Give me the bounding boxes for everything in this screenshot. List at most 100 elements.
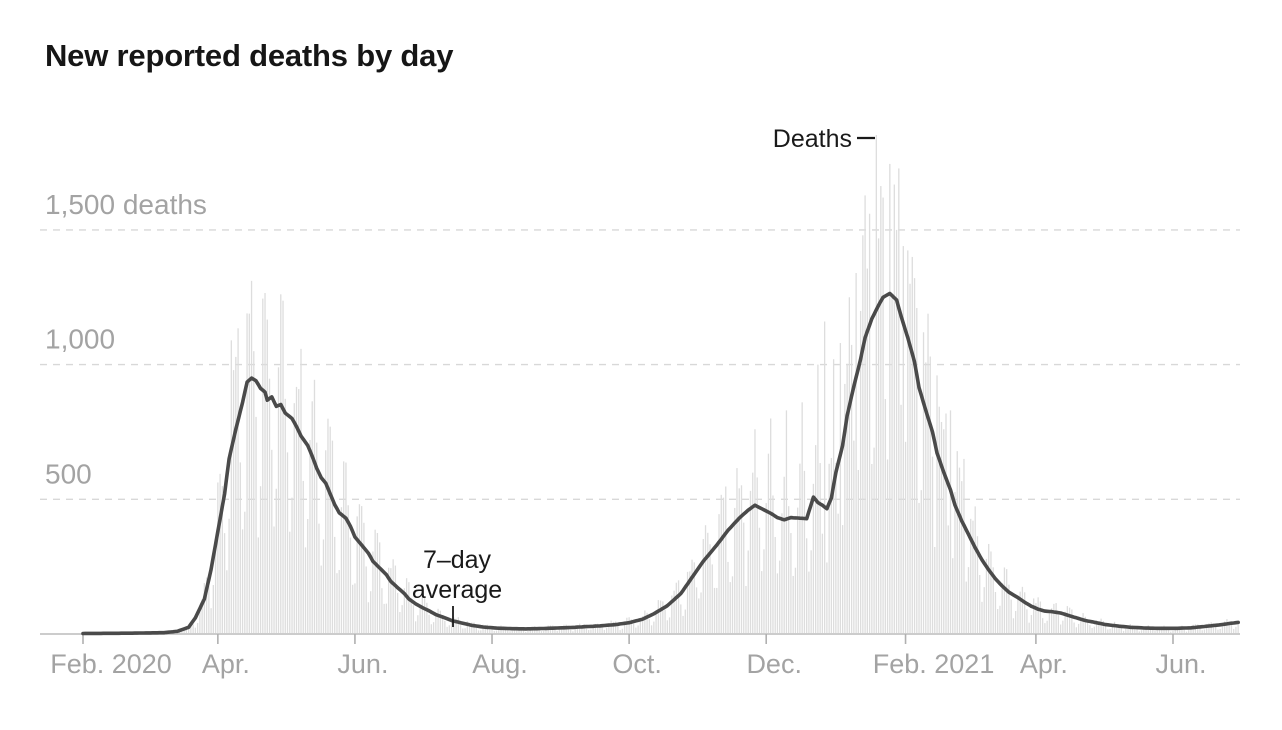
daily-bar: [1003, 567, 1006, 634]
x-axis-label: Jun.: [337, 649, 388, 679]
daily-bar: [504, 628, 507, 634]
daily-bar: [230, 340, 232, 634]
daily-bar: [918, 502, 920, 634]
daily-bar: [1138, 631, 1140, 634]
daily-bar: [509, 631, 511, 634]
daily-bar: [408, 582, 410, 634]
daily-bar: [965, 581, 967, 634]
daily-bar: [1077, 623, 1080, 634]
daily-bar: [579, 623, 581, 634]
daily-bar: [241, 529, 244, 634]
daily-bar: [439, 610, 441, 634]
daily-bar: [1127, 626, 1129, 634]
x-axis-label: Oct.: [612, 649, 662, 679]
daily-bar: [1059, 624, 1062, 634]
daily-bar: [808, 571, 810, 634]
daily-bar: [372, 551, 374, 634]
daily-bar: [399, 612, 401, 634]
daily-bar: [947, 525, 949, 634]
daily-bar: [662, 601, 664, 634]
daily-bar: [790, 533, 792, 634]
daily-bar: [835, 462, 837, 634]
daily-bar: [958, 467, 961, 634]
daily-bar: [223, 533, 226, 634]
daily-bar: [967, 567, 970, 634]
daily-bar: [812, 483, 815, 634]
daily-bar: [702, 539, 704, 634]
daily-bar: [196, 622, 199, 634]
daily-bar: [902, 246, 904, 634]
daily-bar: [1026, 609, 1028, 634]
daily-bar: [626, 617, 628, 634]
daily-bar: [482, 624, 484, 634]
daily-bar: [304, 547, 307, 634]
daily-bar: [1125, 629, 1127, 634]
daily-bar: [927, 313, 929, 634]
daily-bar: [432, 622, 435, 634]
daily-bar: [788, 506, 790, 634]
daily-bar: [336, 573, 338, 634]
daily-bar: [637, 625, 639, 634]
deaths-series-label-text: Deaths: [772, 125, 852, 153]
daily-bar: [266, 319, 268, 634]
daily-bar: [1053, 603, 1055, 634]
daily-bar: [974, 506, 976, 634]
daily-bar: [1111, 624, 1113, 634]
daily-bar: [419, 606, 421, 634]
daily-bar: [655, 610, 657, 634]
x-axis-label: Feb. 2021: [873, 649, 995, 679]
daily-bar: [381, 588, 383, 634]
daily-bar: [525, 631, 527, 634]
daily-bar: [444, 620, 446, 634]
daily-bar: [396, 592, 399, 634]
daily-bar: [477, 630, 480, 634]
daily-bar: [239, 462, 241, 634]
daily-bar: [347, 505, 349, 634]
daily-bar: [594, 623, 597, 634]
daily-bar: [641, 616, 644, 634]
daily-bar: [931, 456, 934, 634]
daily-bar: [673, 590, 675, 634]
daily-bar: [855, 273, 857, 634]
daily-bar: [770, 418, 772, 634]
daily-bar: [877, 238, 880, 634]
daily-bar: [707, 532, 709, 634]
daily-bar: [1156, 630, 1158, 634]
daily-bar: [1172, 630, 1174, 634]
daily-bar: [289, 531, 291, 634]
daily-bar: [630, 619, 633, 634]
daily-bar: [668, 617, 671, 634]
daily-bar: [943, 429, 945, 634]
daily-bar: [857, 469, 859, 634]
daily-bar: [259, 486, 262, 634]
daily-bar: [273, 526, 275, 634]
daily-bar: [311, 401, 313, 634]
daily-bar: [698, 598, 700, 634]
daily-bar: [484, 625, 486, 634]
daily-bar: [1221, 624, 1224, 634]
daily-bar: [983, 587, 985, 634]
daily-bar: [334, 536, 336, 634]
daily-bar: [961, 481, 963, 634]
daily-bar: [343, 461, 345, 634]
daily-bar: [792, 575, 794, 634]
daily-bar: [414, 621, 417, 634]
daily-bar: [614, 621, 617, 634]
daily-bar: [300, 348, 302, 634]
daily-bar: [1120, 628, 1122, 634]
daily-bar: [1037, 597, 1039, 634]
daily-bar: [217, 482, 219, 634]
daily-bar: [761, 571, 763, 634]
daily-bar: [410, 598, 412, 634]
daily-bar: [471, 622, 473, 634]
average-series-label-line1: 7–day: [422, 546, 492, 574]
daily-bar: [940, 421, 943, 634]
daily-bar: [1046, 620, 1048, 634]
daily-bar: [194, 627, 197, 634]
daily-bar: [671, 595, 673, 634]
daily-bar: [574, 629, 576, 634]
daily-bar: [936, 375, 938, 634]
daily-bar: [864, 195, 866, 635]
daily-bar: [684, 609, 686, 634]
daily-bar: [203, 583, 206, 634]
